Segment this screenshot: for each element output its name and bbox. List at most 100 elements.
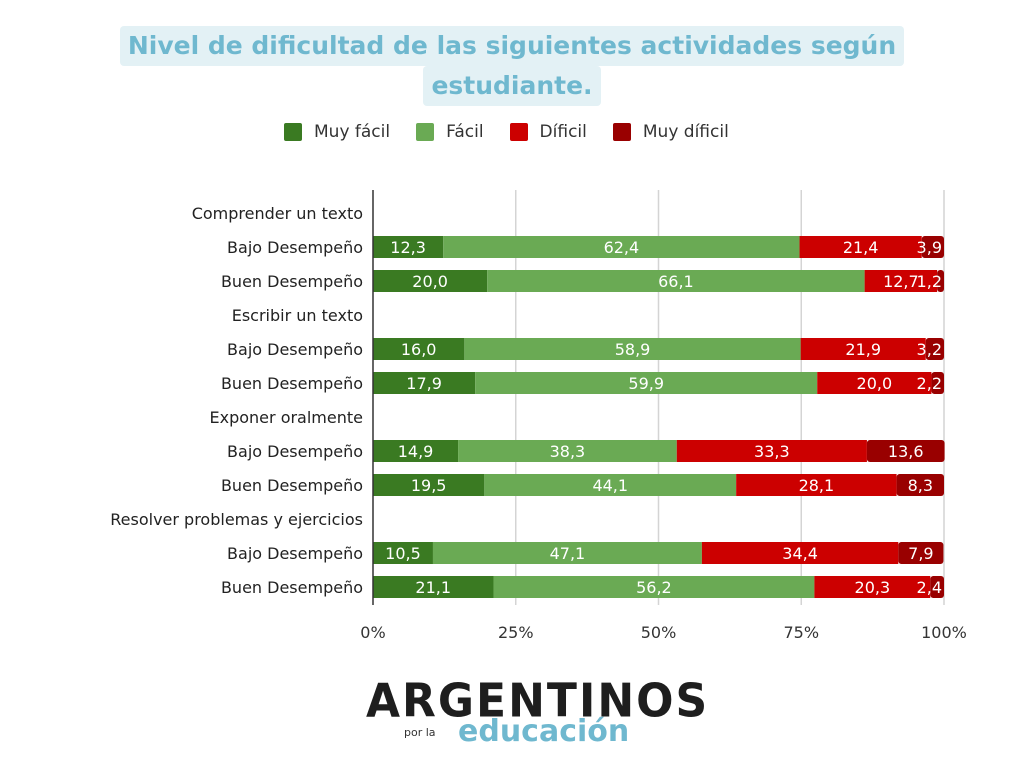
legend-item: Díficil <box>509 122 587 142</box>
bar-segment <box>736 474 897 496</box>
row-label: Bajo Desempeño <box>227 238 363 257</box>
bar-segment <box>676 440 867 462</box>
bar-segment <box>701 542 899 564</box>
bar-segment <box>493 576 815 598</box>
data-label: 59,9 <box>628 374 664 393</box>
bar-segment <box>898 542 944 564</box>
bar-segment <box>484 474 737 496</box>
data-label: 19,5 <box>411 476 447 495</box>
bar-segment <box>866 440 945 462</box>
data-label: 1,2 <box>917 272 942 291</box>
bar-segment <box>373 372 476 394</box>
x-tick-label: 0% <box>360 623 385 642</box>
bar-segment <box>896 474 944 496</box>
data-label: 34,4 <box>782 544 818 563</box>
data-label: 17,9 <box>406 374 442 393</box>
bar-segment <box>937 270 944 292</box>
row-label: Bajo Desempeño <box>227 544 363 563</box>
bar-segment <box>925 338 944 360</box>
legend-swatch <box>612 123 631 141</box>
bar-segment <box>921 236 944 258</box>
data-label: 58,9 <box>615 340 651 359</box>
data-label: 21,1 <box>415 578 451 597</box>
x-tick-label: 75% <box>783 623 819 642</box>
data-label: 38,3 <box>550 442 586 461</box>
data-label: 13,6 <box>888 442 924 461</box>
category-label: Resolver problemas y ejercicios <box>110 510 363 529</box>
category-label: Escribir un texto <box>232 306 363 325</box>
bar-segment <box>373 236 444 258</box>
legend-swatch <box>284 123 302 141</box>
data-label: 16,0 <box>401 340 437 359</box>
data-label: 20,3 <box>855 578 891 597</box>
data-label: 2,2 <box>917 374 942 393</box>
category-label: Exponer oralmente <box>210 408 363 427</box>
chart-title-text-1: Nivel de dificultad de las siguientes ac… <box>119 26 905 66</box>
data-label: 2,4 <box>917 578 942 597</box>
legend-item: Fácil <box>416 122 484 142</box>
data-label: 56,2 <box>636 578 672 597</box>
bar-segment <box>817 372 932 394</box>
logo-educacion-text: educación <box>458 714 630 749</box>
data-label: 62,4 <box>604 238 640 257</box>
bar-segment <box>373 270 488 292</box>
bar-segment <box>931 372 944 394</box>
legend-item: Muy fácil <box>284 122 390 142</box>
chart-legend: Muy fácil Fácil Díficil Muy díficil <box>284 122 755 142</box>
row-label: Bajo Desempeño <box>227 340 363 359</box>
data-label: 21,4 <box>843 238 879 257</box>
bar-segment <box>487 270 865 292</box>
legend-swatch <box>509 123 528 141</box>
legend-label: Díficil <box>539 122 587 142</box>
x-tick-label: 50% <box>641 623 677 642</box>
data-label: 10,5 <box>385 544 421 563</box>
data-label: 21,9 <box>845 340 881 359</box>
bar-segment <box>458 440 677 462</box>
bar-segment <box>373 474 485 496</box>
legend-label: Fácil <box>446 122 484 142</box>
data-label: 20,0 <box>412 272 448 291</box>
argentinos-por-la-educacion-logo: ARGENTINOS por la educación <box>366 675 707 756</box>
legend-item: Muy díficil <box>612 122 729 142</box>
bar-segment <box>373 440 459 462</box>
data-label: 28,1 <box>799 476 835 495</box>
data-label: 8,3 <box>908 476 933 495</box>
data-label: 14,9 <box>398 442 434 461</box>
row-label: Buen Desempeño <box>221 374 363 393</box>
bar-segment <box>864 270 938 292</box>
bar-segment <box>464 338 801 360</box>
bar-segment <box>800 338 926 360</box>
legend-label: Muy díficil <box>642 122 729 142</box>
chart-title-line-1: Nivel de dificultad de las siguientes ac… <box>0 26 1024 66</box>
data-label: 20,0 <box>857 374 893 393</box>
bar-segment <box>799 236 922 258</box>
chart-title-line-2: estudiante. <box>0 66 1024 106</box>
bar-segment <box>475 372 818 394</box>
bar-segment <box>432 542 702 564</box>
row-label: Buen Desempeño <box>221 272 363 291</box>
data-label: 33,3 <box>754 442 790 461</box>
data-label: 7,9 <box>908 544 933 563</box>
bar-segment <box>373 338 465 360</box>
logo-por-la-text: por la <box>404 726 436 739</box>
bar-segment <box>814 576 931 598</box>
data-label: 3,2 <box>917 340 942 359</box>
row-label: Buen Desempeño <box>221 578 363 597</box>
legend-label: Muy fácil <box>314 122 391 142</box>
data-label: 12,3 <box>390 238 426 257</box>
legend-swatch <box>416 123 435 141</box>
data-label: 12,7 <box>883 272 919 291</box>
bar-segment <box>930 576 944 598</box>
data-label: 44,1 <box>592 476 628 495</box>
data-label: 3,9 <box>917 238 942 257</box>
bar-segment <box>443 236 800 258</box>
bar-segment <box>373 576 494 598</box>
data-label: 47,1 <box>550 544 586 563</box>
bar-segment <box>373 542 433 564</box>
x-tick-label: 100% <box>921 623 967 642</box>
logo-main-text: ARGENTINOS <box>366 674 710 729</box>
x-tick-label: 25% <box>498 623 534 642</box>
data-label: 66,1 <box>658 272 694 291</box>
chart-title-text-2: estudiante. <box>423 66 601 106</box>
